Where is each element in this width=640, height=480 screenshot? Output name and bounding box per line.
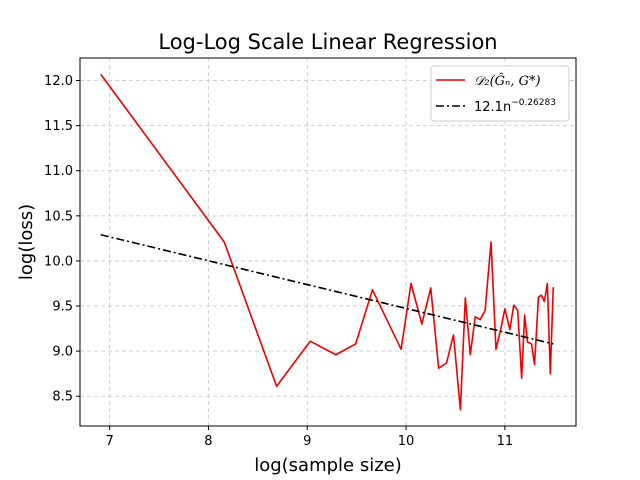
legend-label-empirical: 𝒟₂(Ĝₙ, G*) — [474, 72, 541, 89]
legend-box — [430, 65, 570, 122]
legend-label-fit-exp: −0.26283 — [511, 98, 556, 108]
y-tick-label: 10.0 — [44, 254, 73, 269]
axes-frame — [79, 57, 577, 427]
y-tick-label: 12.0 — [44, 74, 73, 89]
ticks: 7 8 9 10 11 8.5 9.0 9.5 10.0 10.5 11.0 11.5 12.0 — [44, 74, 513, 449]
y-tick-label: 9.0 — [52, 345, 73, 360]
plot-area — [100, 73, 555, 411]
x-tick-label: 8 — [204, 434, 212, 449]
x-tick-label: 7 — [106, 434, 114, 449]
y-tick-label: 10.5 — [44, 209, 73, 224]
y-tick-label: 8.5 — [52, 390, 73, 405]
x-axis-label: log(sample size) — [254, 455, 402, 476]
x-tick-label: 10 — [398, 434, 415, 449]
series-line-empirical — [100, 73, 555, 411]
y-tick-label: 11.0 — [44, 164, 73, 179]
y-axis-label: log(loss) — [16, 204, 37, 280]
legend-label-fit: 12.1n−0.26283 — [474, 98, 556, 115]
legend: 𝒟₂(Ĝₙ, G*) 12.1n−0.26283 — [430, 65, 570, 122]
series-line-fit — [100, 234, 554, 345]
chart-title: Log-Log Scale Linear Regression — [158, 30, 497, 54]
y-tick-label: 9.5 — [52, 300, 73, 315]
x-tick-label: 11 — [497, 434, 514, 449]
grid — [80, 58, 576, 426]
x-tick-label: 9 — [303, 434, 311, 449]
y-tick-label: 11.5 — [44, 119, 73, 134]
legend-label-fit-base: 12.1n — [474, 100, 511, 115]
